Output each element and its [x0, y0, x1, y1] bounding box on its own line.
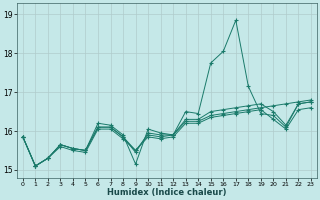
X-axis label: Humidex (Indice chaleur): Humidex (Indice chaleur): [107, 188, 227, 197]
